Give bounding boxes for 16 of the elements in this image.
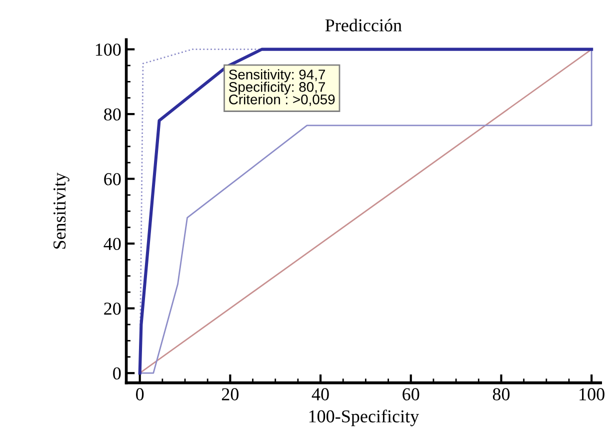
x-tick-label: 20 bbox=[222, 388, 239, 400]
y-axis-title: Sensitivity bbox=[53, 172, 70, 249]
y-tick-label: 40 bbox=[104, 238, 121, 250]
x-tick-label: 80 bbox=[492, 388, 510, 400]
annotation: Sensitivity: 94,7 Specificity: 80,7 Criterion : >0,059 bbox=[229, 69, 335, 106]
y-tick-label: 0 bbox=[113, 367, 121, 380]
x-axis-title: 100-Specificity bbox=[309, 410, 420, 426]
y-tick-label: 60 bbox=[104, 173, 121, 186]
y-tick-label: 80 bbox=[104, 108, 121, 121]
y-tick-label: 20 bbox=[104, 302, 121, 315]
x-tick-label: 40 bbox=[312, 388, 329, 400]
y-tick-label: 100 bbox=[96, 44, 121, 56]
x-tick-label: 0 bbox=[136, 388, 144, 400]
x-tick-label: 60 bbox=[402, 388, 420, 400]
x-tick-label: 100 bbox=[580, 388, 604, 400]
chart-title: Predicción bbox=[325, 18, 402, 32]
